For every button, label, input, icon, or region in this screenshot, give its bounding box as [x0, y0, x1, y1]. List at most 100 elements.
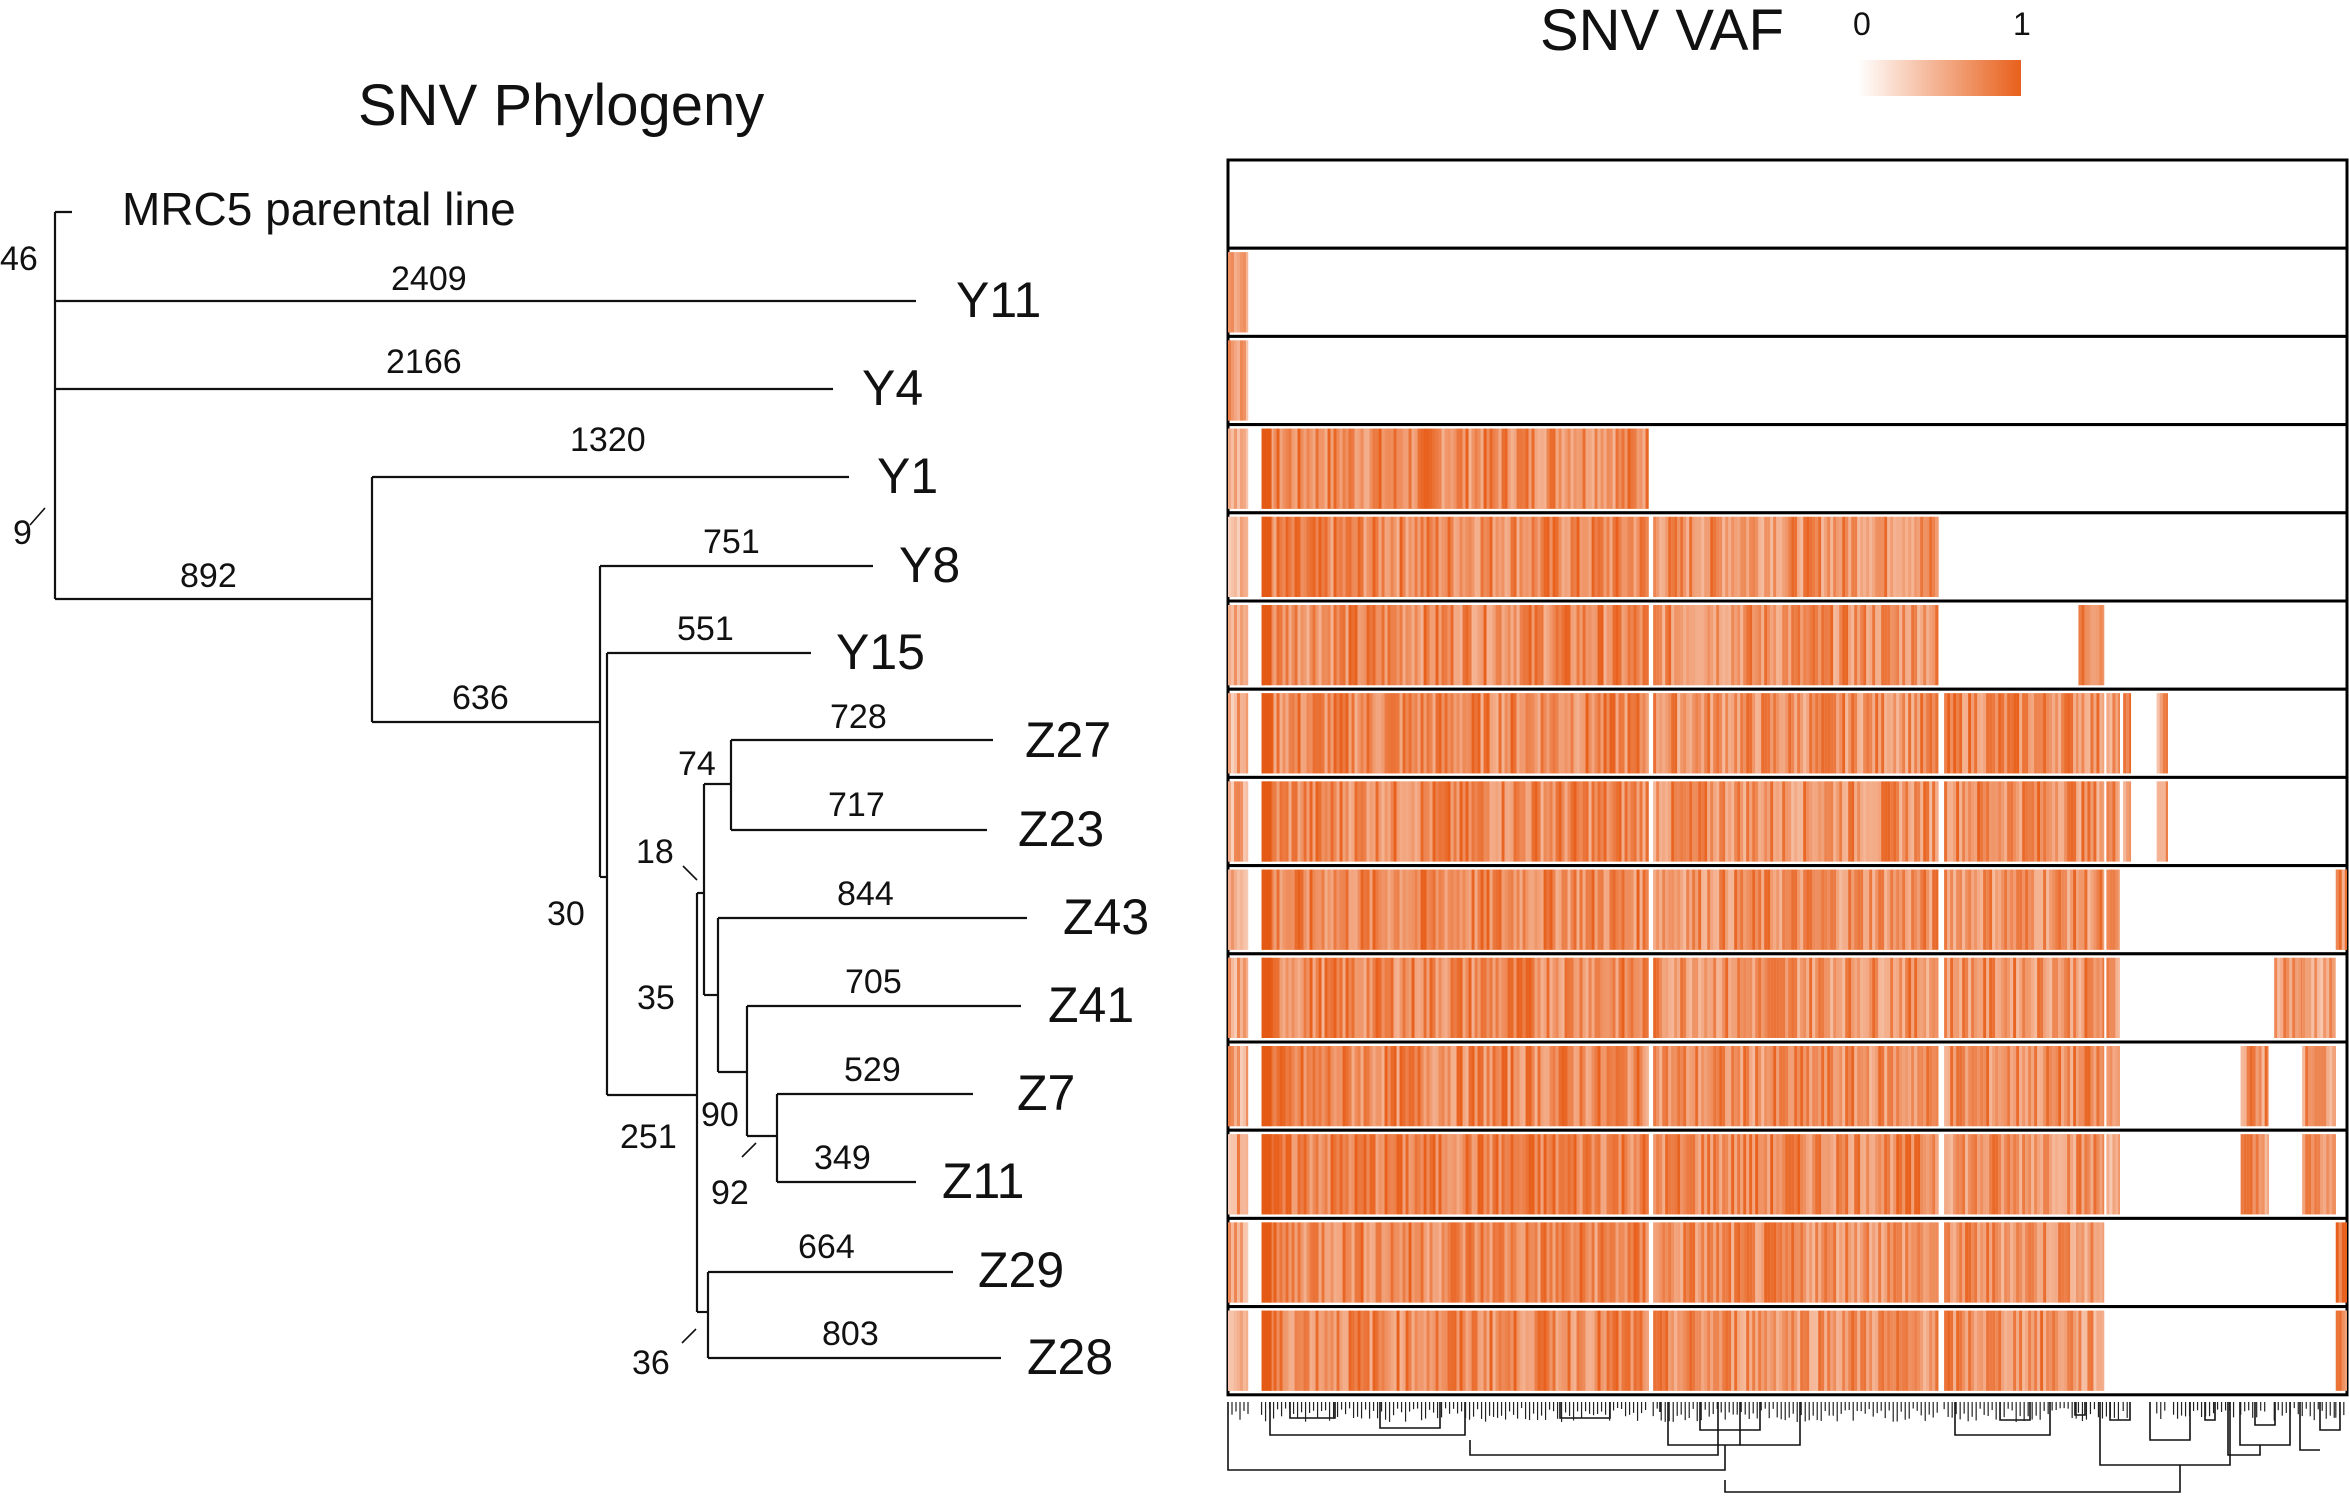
heatmap-streak [1731, 1134, 1735, 1215]
heatmap-streak [1995, 693, 1999, 774]
heatmap-streak [1725, 605, 1729, 686]
heatmap-streak [1495, 1222, 1499, 1303]
heatmap-streak [1567, 869, 1571, 950]
heatmap-streak [1621, 957, 1625, 1038]
heatmap-streak [1309, 957, 1313, 1038]
heatmap-streak [1767, 693, 1771, 774]
heatmap-streak [1453, 869, 1457, 950]
heatmap-streak [1480, 869, 1484, 950]
heatmap-streak [1414, 1046, 1418, 1127]
heatmap-streak [1405, 1134, 1409, 1215]
heatmap-streak [1504, 428, 1508, 509]
heatmap-streak [1719, 869, 1723, 950]
heatmap-streak [1926, 516, 1930, 597]
heatmap-streak [1540, 605, 1544, 686]
heatmap-streak [1231, 693, 1234, 774]
heatmap-streak [1450, 516, 1454, 597]
heatmap-streak [1627, 1222, 1631, 1303]
heatmap-streak [1896, 693, 1900, 774]
heatmap-streak [2102, 1222, 2105, 1303]
heatmap-streak [2055, 957, 2059, 1038]
heatmap-streak [1342, 516, 1346, 597]
heatmap-streak [1860, 1310, 1864, 1391]
heatmap-streak [1369, 1222, 1373, 1303]
heatmap-streak [1237, 1310, 1240, 1391]
heatmap-streak [1537, 693, 1541, 774]
heatmap-streak [1836, 1222, 1840, 1303]
heatmap-streak [1579, 428, 1583, 509]
heatmap-streak [1674, 516, 1678, 597]
heatmap-streak [1662, 516, 1666, 597]
heatmap-streak [1234, 1222, 1237, 1303]
heatmap-streak [1471, 1134, 1475, 1215]
heatmap-streak [1270, 1046, 1274, 1127]
node-label-92: 92 [711, 1174, 749, 1212]
heatmap-streak [1300, 1310, 1304, 1391]
heatmap-streak [1360, 693, 1364, 774]
heatmap-streak [1953, 1134, 1957, 1215]
heatmap-streak [1507, 869, 1511, 950]
heatmap-streak [1627, 516, 1631, 597]
heatmap-streak [1552, 957, 1556, 1038]
heatmap-streak [1689, 1310, 1693, 1391]
heatmap-streak [1288, 1310, 1292, 1391]
heatmap-streak [1363, 781, 1367, 862]
heatmap-streak [2118, 869, 2120, 950]
heatmap-streak [1701, 869, 1705, 950]
heatmap-streak [1444, 1310, 1448, 1391]
heatmap-streak [1435, 1222, 1439, 1303]
heatmap-streak [1402, 1046, 1406, 1127]
heatmap-streak [2073, 1310, 2077, 1391]
heatmap-streak [2055, 1046, 2059, 1127]
heatmap-streak [1294, 1134, 1298, 1215]
heatmap-streak [2344, 869, 2347, 950]
heatmap-streak [1914, 1310, 1918, 1391]
heatmap-streak [1588, 957, 1592, 1038]
heatmap-streak [1300, 693, 1304, 774]
heatmap-streak [1600, 605, 1604, 686]
heatmap-streak [1375, 516, 1379, 597]
heatmap-streak [2007, 1134, 2011, 1215]
heatmap-streak [1585, 1310, 1589, 1391]
heatmap-streak [2344, 1310, 2347, 1391]
heatmap-streak [1821, 693, 1825, 774]
heatmap-streak [1863, 693, 1867, 774]
heatmap-streak [1528, 1310, 1532, 1391]
heatmap-streak [1737, 781, 1741, 862]
heatmap-streak [1234, 1310, 1237, 1391]
heatmap-streak [1540, 428, 1544, 509]
heatmap-streak [1240, 516, 1243, 597]
heatmap-streak [1390, 869, 1394, 950]
heatmap-streak [1977, 693, 1981, 774]
heatmap-streak [1767, 1134, 1771, 1215]
heatmap-streak [2010, 1222, 2014, 1303]
heatmap-streak [1567, 1134, 1571, 1215]
heatmap-streak [1585, 605, 1589, 686]
heatmap-streak [1830, 1222, 1834, 1303]
heatmap-streak [1812, 605, 1816, 686]
heatmap-streak [1776, 605, 1780, 686]
heatmap-streak [1285, 1134, 1289, 1215]
heatmap-streak [1447, 957, 1451, 1038]
heatmap-streak [2007, 781, 2011, 862]
heatmap-streak [1618, 957, 1622, 1038]
heatmap-streak [2283, 957, 2287, 1038]
heatmap-streak [1420, 781, 1424, 862]
heatmap-streak [1345, 869, 1349, 950]
heatmap-streak [1977, 781, 1981, 862]
heatmap-streak [1480, 428, 1484, 509]
heatmap-streak [1552, 1134, 1556, 1215]
heatmap-streak [1671, 781, 1675, 862]
heatmap-streak [2043, 1046, 2047, 1127]
heatmap-streak [1420, 957, 1424, 1038]
heatmap-streak [1749, 1046, 1753, 1127]
heatmap-streak [1818, 957, 1822, 1038]
heatmap-streak [1827, 1222, 1831, 1303]
heatmap-streak [1815, 957, 1819, 1038]
heatmap-streak [2081, 1046, 2085, 1127]
heatmap-streak [1935, 516, 1939, 597]
heatmap-streak [1312, 1310, 1316, 1391]
heatmap-streak [1330, 1134, 1334, 1215]
heatmap-streak [2335, 1134, 2336, 1215]
heatmap-streak [1794, 605, 1798, 686]
